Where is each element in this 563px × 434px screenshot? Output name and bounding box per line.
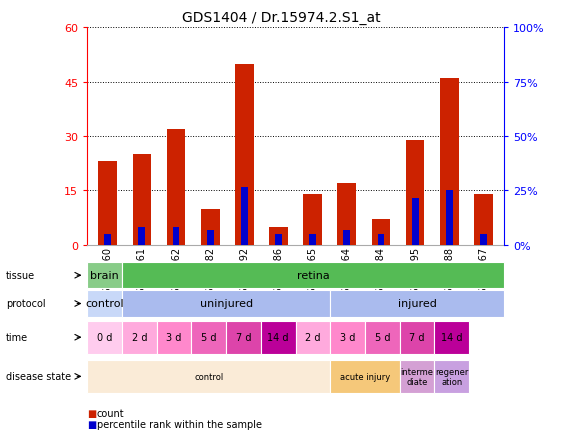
- Bar: [104, 234, 111, 245]
- Text: 14 d: 14 d: [441, 332, 463, 342]
- Bar: [235, 64, 254, 245]
- Text: percentile rank within the sample: percentile rank within the sample: [97, 420, 262, 429]
- Bar: [138, 227, 145, 245]
- Text: count: count: [97, 408, 124, 418]
- Text: time: time: [6, 332, 28, 342]
- Bar: [372, 220, 390, 245]
- Bar: [440, 79, 459, 245]
- Text: 2 d: 2 d: [305, 332, 321, 342]
- Text: brain: brain: [90, 271, 119, 280]
- Text: control: control: [86, 299, 124, 309]
- Bar: [480, 234, 487, 245]
- Bar: [167, 129, 185, 245]
- Text: acute injury: acute injury: [340, 372, 390, 381]
- Text: disease state: disease state: [6, 372, 71, 381]
- Text: 2 d: 2 d: [132, 332, 147, 342]
- Text: GDS1404 / Dr.15974.2.S1_at: GDS1404 / Dr.15974.2.S1_at: [182, 11, 381, 25]
- Text: retina: retina: [297, 271, 329, 280]
- Text: protocol: protocol: [6, 299, 45, 309]
- Bar: [337, 184, 356, 245]
- Bar: [446, 191, 453, 245]
- Bar: [132, 155, 151, 245]
- Text: 5 d: 5 d: [201, 332, 217, 342]
- Text: 7 d: 7 d: [409, 332, 425, 342]
- Bar: [343, 231, 350, 245]
- Text: 3 d: 3 d: [340, 332, 355, 342]
- Bar: [412, 198, 418, 245]
- Bar: [241, 187, 248, 245]
- Text: injured: injured: [397, 299, 436, 309]
- Text: 0 d: 0 d: [97, 332, 112, 342]
- Text: interme
diate: interme diate: [401, 367, 434, 386]
- Text: 14 d: 14 d: [267, 332, 289, 342]
- Bar: [378, 234, 385, 245]
- Text: control: control: [194, 372, 224, 381]
- Bar: [207, 231, 213, 245]
- Text: ■: ■: [87, 408, 96, 418]
- Text: ■: ■: [87, 420, 96, 429]
- Text: uninjured: uninjured: [199, 299, 253, 309]
- Bar: [406, 140, 425, 245]
- Text: tissue: tissue: [6, 271, 35, 280]
- Bar: [309, 234, 316, 245]
- Text: 3 d: 3 d: [167, 332, 182, 342]
- Text: regener
ation: regener ation: [435, 367, 468, 386]
- Bar: [99, 162, 117, 245]
- Bar: [173, 227, 180, 245]
- Bar: [201, 209, 220, 245]
- Bar: [303, 194, 322, 245]
- Bar: [275, 234, 282, 245]
- Text: 7 d: 7 d: [236, 332, 251, 342]
- Text: 5 d: 5 d: [374, 332, 390, 342]
- Bar: [474, 194, 493, 245]
- Bar: [269, 227, 288, 245]
